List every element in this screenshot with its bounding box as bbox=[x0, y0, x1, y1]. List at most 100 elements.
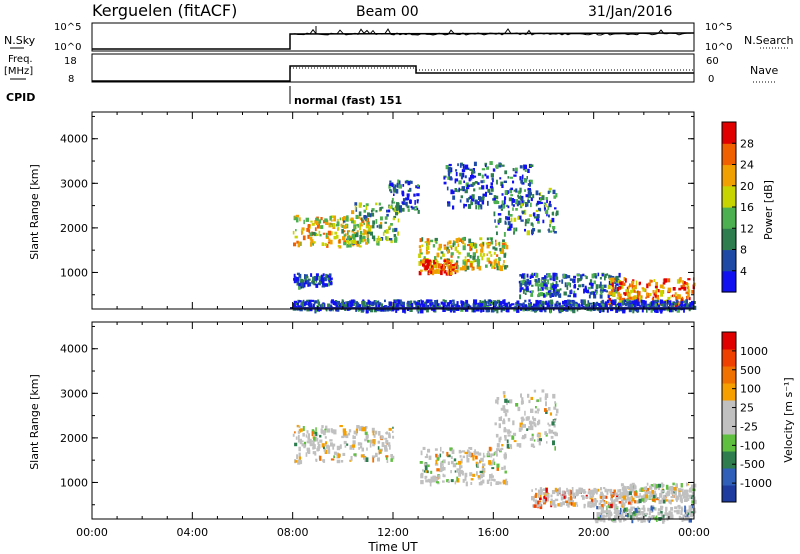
power-echo-cell bbox=[469, 195, 472, 199]
power-echo-cell bbox=[650, 279, 653, 283]
velocity-echo-cell bbox=[389, 444, 391, 450]
power-echo-cell bbox=[333, 215, 336, 220]
power-echo-cell bbox=[660, 308, 663, 314]
power-echo-cell bbox=[489, 301, 492, 307]
power-echo-cell bbox=[377, 235, 380, 241]
power-echo-cell bbox=[303, 282, 306, 288]
power-echo-cell bbox=[540, 197, 542, 201]
velocity-echo-cell bbox=[533, 389, 537, 393]
power-echo-cell bbox=[336, 300, 340, 305]
velocity-echo-cell bbox=[539, 494, 542, 498]
velocity-echo-cell bbox=[541, 389, 545, 393]
velocity-echo-cell bbox=[465, 481, 468, 487]
power-echo-cell bbox=[673, 302, 677, 306]
power-echo-cell bbox=[527, 198, 530, 202]
power-echo-cell bbox=[548, 290, 550, 293]
velocity-echo-cell bbox=[560, 494, 564, 497]
power-echo-cell bbox=[362, 304, 367, 309]
power-echo-cell bbox=[410, 205, 413, 208]
velocity-echo-cell bbox=[311, 440, 315, 443]
velocity-echo-cell bbox=[633, 511, 636, 515]
power-echo-cell bbox=[481, 174, 484, 179]
velocity-echo-cell bbox=[642, 518, 646, 523]
velocity-echo-cell bbox=[544, 497, 548, 501]
power-echo-cell bbox=[548, 203, 551, 206]
power-echo-cell bbox=[501, 247, 504, 252]
power-echo-cell bbox=[449, 245, 453, 248]
velocity-echo-cell bbox=[663, 497, 666, 502]
power-echo-cell bbox=[484, 173, 487, 177]
power-echo-cell bbox=[449, 308, 453, 313]
velocity-echo-cell bbox=[343, 440, 347, 445]
power-echo-cell bbox=[540, 286, 544, 291]
power-echo-cell bbox=[319, 304, 322, 309]
velocity-echo-cell bbox=[488, 460, 492, 465]
power-echo-cell bbox=[537, 207, 541, 211]
power-echo-cell bbox=[297, 280, 300, 284]
freq-label: Freq. bbox=[8, 54, 33, 65]
power-echo-cell bbox=[581, 283, 585, 288]
velocity-echo-cell bbox=[562, 501, 565, 506]
power-echo-cell bbox=[610, 301, 613, 303]
power-echo-cell bbox=[667, 287, 672, 293]
power-echo-cell bbox=[365, 203, 369, 207]
velocity-echo-cell bbox=[505, 481, 509, 486]
power-echo-cell bbox=[644, 304, 648, 309]
velocity-echo-cell bbox=[688, 518, 692, 523]
velocity-echo-cell bbox=[504, 470, 507, 474]
velocity-echo-cell bbox=[619, 489, 622, 493]
power-echo-cell bbox=[406, 193, 410, 197]
power-echo-cell bbox=[343, 234, 346, 237]
power-echo-cell bbox=[536, 214, 540, 219]
power-echo-cell bbox=[493, 200, 498, 205]
power-echo-cell bbox=[354, 205, 357, 210]
power-echo-cell bbox=[685, 282, 688, 286]
power-echo-cell bbox=[585, 289, 589, 294]
power-echo-cell bbox=[391, 197, 394, 202]
power-echo-cell bbox=[621, 300, 625, 305]
power-echo-cell bbox=[578, 284, 582, 288]
velocity-echo-cell bbox=[654, 507, 657, 511]
power-echo-cell bbox=[490, 254, 493, 257]
velocity-echo-cell bbox=[450, 456, 453, 459]
velocity-echo-cell bbox=[381, 442, 385, 448]
power-echo-cell bbox=[366, 303, 369, 308]
velocity-echo-cell bbox=[578, 487, 582, 491]
power-echo-cell bbox=[546, 279, 549, 285]
power-echo-cell bbox=[454, 246, 458, 251]
velocity-echo-cell bbox=[301, 443, 305, 447]
velocity-echo-cell bbox=[653, 483, 657, 488]
power-echo-cell bbox=[464, 204, 467, 207]
velocity-echo-cell bbox=[616, 506, 619, 509]
power-echo-cell bbox=[337, 244, 340, 248]
power-echo-cell bbox=[512, 168, 515, 172]
power-echo-cell bbox=[373, 237, 376, 242]
power-echo-cell bbox=[626, 286, 629, 292]
power-echo-cell bbox=[534, 303, 538, 307]
power-echo-cell bbox=[336, 308, 339, 312]
power-echo-cell bbox=[635, 299, 638, 304]
power-echo-cell bbox=[377, 304, 381, 308]
power-echo-cell bbox=[627, 285, 630, 289]
velocity-echo-cell bbox=[637, 508, 641, 512]
velocity-colorbar-tick-label: -500 bbox=[740, 458, 765, 471]
velocity-echo-cell bbox=[487, 450, 490, 456]
velocity-echo-cell bbox=[482, 472, 485, 477]
velocity-echo-cell bbox=[530, 421, 535, 425]
power-echo-cell bbox=[331, 299, 334, 304]
power-echo-cell bbox=[393, 238, 398, 243]
power-echo-cell bbox=[464, 260, 466, 266]
power-echo-cell bbox=[442, 253, 445, 257]
velocity-echo-cell bbox=[629, 487, 633, 491]
power-echo-cell bbox=[677, 294, 681, 300]
velocity-echo-cell bbox=[650, 510, 653, 513]
velocity-echo-cell bbox=[587, 501, 590, 504]
velocity-echo-cell bbox=[449, 447, 453, 451]
power-echo-cell bbox=[450, 263, 452, 269]
nsky-strip: N.Sky 10^5 10^0 10^5 10^0 N.Search bbox=[4, 22, 794, 53]
power-echo-cell bbox=[631, 300, 634, 305]
velocity-echo-cell bbox=[296, 454, 298, 460]
velocity-echo-cell bbox=[646, 482, 649, 486]
velocity-colorbar-segment bbox=[722, 332, 736, 350]
velocity-echo-cell bbox=[585, 496, 589, 499]
